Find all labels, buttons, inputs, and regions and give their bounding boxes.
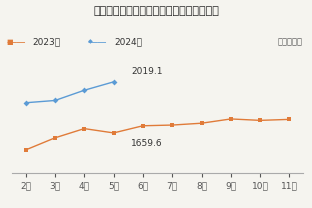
Text: 单位：万件: 单位：万件 [278,37,303,46]
Text: 2023年: 2023年 [33,37,61,46]
Text: 2019.1: 2019.1 [131,67,163,76]
Text: ——: —— [87,37,107,47]
Text: 1659.6: 1659.6 [131,139,163,148]
Text: ◆: ◆ [88,39,92,44]
Text: 全国网络违法和不良信息举报受理总量情况: 全国网络违法和不良信息举报受理总量情况 [93,6,219,16]
Text: ——: —— [6,37,26,47]
Text: 2024年: 2024年 [114,37,142,46]
Text: ■: ■ [7,39,13,45]
